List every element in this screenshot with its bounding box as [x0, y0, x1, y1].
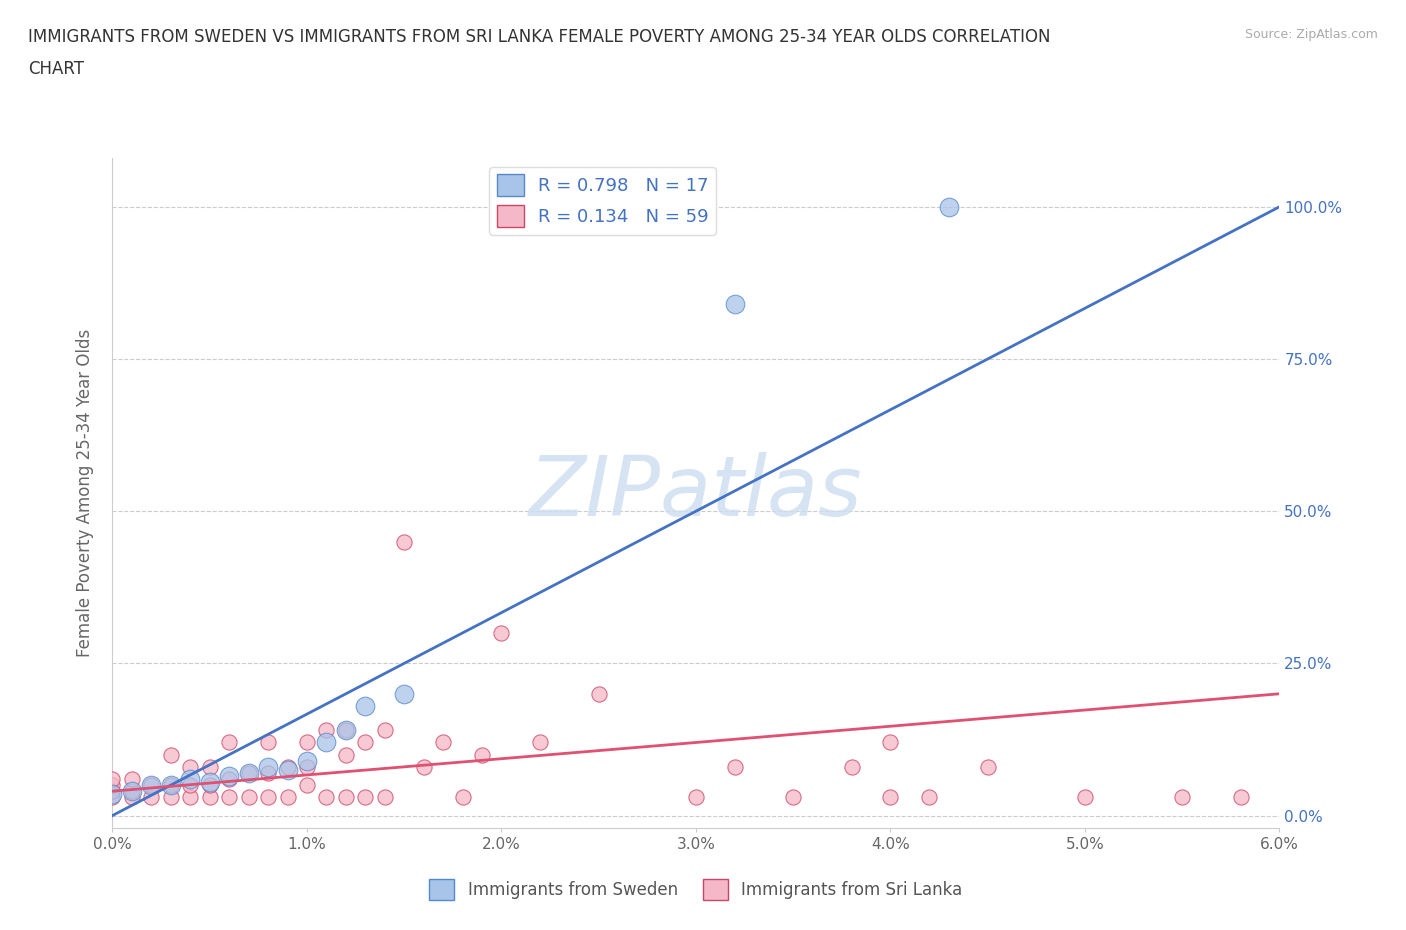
Point — [238, 765, 260, 780]
Point — [315, 723, 337, 737]
Text: CHART: CHART — [28, 60, 84, 78]
Point — [179, 777, 201, 792]
Point — [295, 735, 318, 750]
Point — [160, 790, 183, 804]
Point — [295, 777, 318, 792]
Point — [218, 735, 240, 750]
Point — [218, 768, 240, 783]
Point — [198, 775, 221, 790]
Point — [121, 790, 143, 804]
Point — [315, 735, 337, 750]
Text: IMMIGRANTS FROM SWEDEN VS IMMIGRANTS FROM SRI LANKA FEMALE POVERTY AMONG 25-34 Y: IMMIGRANTS FROM SWEDEN VS IMMIGRANTS FRO… — [28, 28, 1050, 46]
Point — [491, 626, 513, 641]
Text: Source: ZipAtlas.com: Source: ZipAtlas.com — [1244, 28, 1378, 41]
Point — [451, 790, 474, 804]
Point — [160, 777, 183, 792]
Legend: Immigrants from Sweden, Immigrants from Sri Lanka: Immigrants from Sweden, Immigrants from … — [423, 872, 969, 907]
Point — [724, 760, 747, 775]
Point — [392, 686, 416, 701]
Point — [101, 790, 124, 804]
Point — [471, 747, 494, 762]
Point — [588, 686, 610, 701]
Point — [101, 787, 124, 802]
Point — [432, 735, 454, 750]
Point — [918, 790, 941, 804]
Point — [257, 735, 280, 750]
Point — [295, 760, 318, 775]
Point — [218, 790, 240, 804]
Point — [101, 777, 124, 792]
Point — [101, 784, 124, 799]
Point — [101, 772, 124, 787]
Point — [412, 760, 434, 775]
Point — [257, 760, 280, 775]
Point — [879, 790, 901, 804]
Point — [938, 199, 960, 214]
Point — [121, 772, 143, 787]
Point — [1229, 790, 1251, 804]
Point — [295, 753, 318, 768]
Point — [354, 698, 377, 713]
Point — [335, 790, 357, 804]
Point — [218, 772, 240, 787]
Point — [141, 790, 163, 804]
Text: ZIPatlas: ZIPatlas — [529, 452, 863, 534]
Point — [841, 760, 863, 775]
Point — [724, 297, 747, 312]
Point — [238, 765, 260, 780]
Point — [1074, 790, 1097, 804]
Point — [315, 790, 337, 804]
Point — [198, 790, 221, 804]
Point — [354, 790, 377, 804]
Point — [685, 790, 707, 804]
Point — [238, 790, 260, 804]
Point — [276, 790, 298, 804]
Point — [257, 765, 280, 780]
Point — [160, 777, 183, 792]
Point — [374, 790, 396, 804]
Point — [198, 777, 221, 792]
Point — [782, 790, 804, 804]
Point — [179, 772, 201, 787]
Point — [179, 760, 201, 775]
Point — [374, 723, 396, 737]
Point — [257, 790, 280, 804]
Point — [141, 777, 163, 792]
Point — [179, 790, 201, 804]
Point — [392, 534, 416, 549]
Point — [121, 784, 143, 799]
Point — [198, 760, 221, 775]
Point — [276, 760, 298, 775]
Point — [879, 735, 901, 750]
Point — [976, 760, 998, 775]
Point — [529, 735, 551, 750]
Point — [335, 723, 357, 737]
Point — [121, 784, 143, 799]
Point — [354, 735, 377, 750]
Point — [335, 723, 357, 737]
Point — [141, 777, 163, 792]
Point — [335, 747, 357, 762]
Point — [160, 747, 183, 762]
Point — [276, 763, 298, 777]
Point — [1171, 790, 1194, 804]
Y-axis label: Female Poverty Among 25-34 Year Olds: Female Poverty Among 25-34 Year Olds — [76, 329, 94, 657]
